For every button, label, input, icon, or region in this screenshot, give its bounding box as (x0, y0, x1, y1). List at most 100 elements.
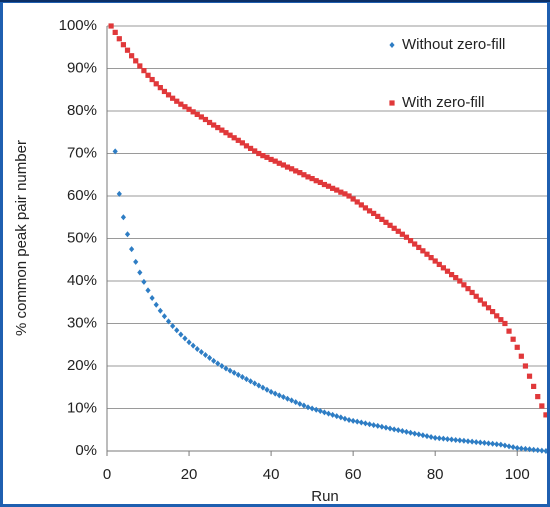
marker-diamond (420, 432, 426, 439)
marker-diamond (338, 414, 344, 421)
marker-diamond (469, 438, 475, 445)
marker-square (498, 317, 504, 323)
marker-square (293, 168, 299, 174)
x-axis-label: Run (311, 488, 339, 505)
marker-square (358, 202, 364, 208)
marker-square (284, 164, 291, 170)
marker-diamond (526, 446, 533, 453)
marker-square (444, 268, 451, 274)
marker-diamond (334, 413, 340, 420)
marker-diamond (485, 440, 492, 447)
marker-diamond (350, 417, 356, 424)
y-tick-label: 20% (67, 357, 97, 374)
marker-diamond (260, 384, 266, 391)
marker-diamond (330, 411, 336, 418)
marker-diamond (120, 214, 127, 221)
y-tick-label: 30% (67, 314, 97, 331)
x-tick-label: 100 (505, 466, 530, 483)
marker-square (231, 135, 237, 141)
marker-diamond (432, 434, 438, 441)
marker-diamond (219, 363, 225, 369)
y-axis-label: % common peak pair number (13, 140, 30, 336)
marker-square (243, 143, 250, 149)
marker-square (539, 403, 545, 409)
marker-diamond (461, 437, 467, 444)
marker-diamond (412, 430, 418, 437)
marker-diamond (481, 439, 488, 446)
marker-diamond (325, 410, 332, 417)
marker-square (518, 353, 524, 359)
marker-diamond (280, 394, 286, 401)
marker-square (256, 150, 262, 157)
marker-diamond (387, 425, 393, 432)
marker-square (338, 189, 344, 195)
marker-diamond (235, 371, 241, 378)
marker-square (379, 216, 385, 222)
marker-square (494, 313, 500, 319)
marker-square (510, 336, 516, 342)
y-tick-label: 0% (75, 442, 97, 459)
marker-diamond (276, 392, 282, 399)
marker-diamond (309, 405, 315, 412)
legend-marker (389, 42, 395, 48)
marker-diamond (342, 415, 348, 422)
marker-square (514, 344, 520, 350)
marker-diamond (477, 439, 483, 446)
marker-diamond (194, 346, 200, 352)
marker-diamond (243, 376, 250, 383)
marker-square (112, 29, 118, 35)
marker-square (477, 297, 483, 303)
points (108, 23, 549, 454)
marker-square (145, 72, 151, 78)
marker-diamond (490, 440, 496, 447)
marker-diamond (153, 301, 159, 308)
marker-square (535, 394, 541, 400)
marker-square (178, 101, 184, 107)
marker-square (403, 234, 410, 240)
marker-square (170, 95, 176, 101)
marker-diamond (215, 360, 221, 367)
marker-diamond (436, 435, 442, 442)
marker-diamond (473, 439, 479, 446)
marker-square (215, 124, 221, 131)
marker-diamond (510, 444, 516, 451)
marker-diamond (272, 390, 278, 397)
marker-square (190, 109, 196, 115)
marker-square (485, 305, 492, 311)
y-tick-label: 80% (67, 102, 97, 119)
marker-diamond (531, 446, 537, 453)
marker-square (457, 278, 463, 284)
marker-diamond (289, 397, 295, 404)
marker-diamond (502, 442, 508, 449)
marker-square (395, 228, 401, 234)
marker-square (108, 23, 114, 29)
marker-diamond (383, 424, 389, 431)
marker-diamond (227, 367, 233, 374)
marker-square (252, 148, 258, 154)
marker-square (264, 154, 270, 160)
marker-diamond (256, 382, 262, 389)
marker-square (387, 222, 393, 228)
marker-square (165, 92, 172, 98)
marker-diamond (514, 445, 520, 452)
marker-diamond (133, 258, 139, 265)
marker-square (211, 122, 217, 128)
marker-square (350, 196, 356, 202)
marker-square (317, 179, 323, 185)
marker-square (116, 36, 122, 42)
legend-label: Without zero-fill (402, 36, 505, 53)
marker-diamond (170, 323, 176, 330)
marker-diamond (399, 428, 405, 435)
marker-square (371, 210, 377, 217)
y-tick-label: 100% (59, 17, 97, 34)
marker-diamond (366, 421, 373, 428)
marker-square (124, 47, 131, 53)
marker-square (543, 412, 549, 418)
marker-square (469, 289, 475, 296)
marker-diamond (206, 354, 213, 361)
marker-diamond (112, 148, 118, 155)
marker-square (120, 42, 127, 48)
marker-diamond (202, 351, 209, 358)
marker-diamond (174, 327, 180, 334)
